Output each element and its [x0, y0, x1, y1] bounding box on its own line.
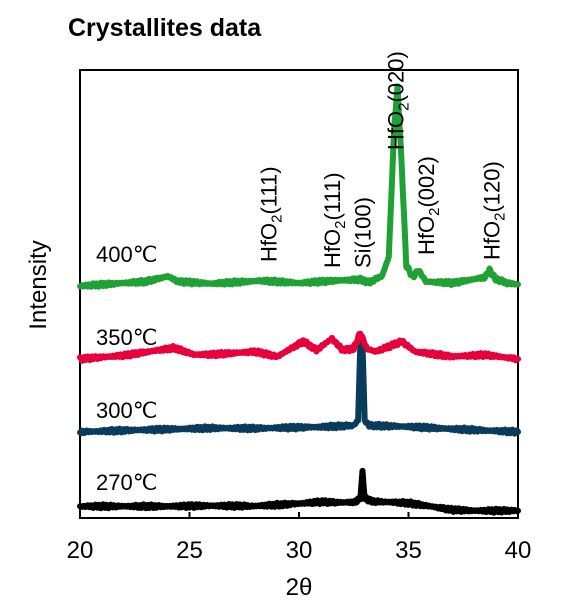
series-label-0: 270℃: [96, 470, 157, 495]
y-axis-label: Intensity: [25, 240, 52, 329]
series-line-2: [77, 330, 521, 364]
peak-annotation-3: HfO2(020): [383, 51, 412, 150]
series-layer: [77, 83, 521, 516]
peak-annotation-2: Si(100): [351, 197, 376, 268]
series-label-2: 350℃: [96, 325, 157, 350]
x-tick-label-4: 40: [505, 537, 532, 564]
x-tick-label-1: 25: [176, 537, 203, 564]
x-axis-label: 2θ: [286, 574, 313, 601]
x-tick-label-0: 20: [67, 537, 94, 564]
peak-annotation-4: HfO2(002): [414, 156, 443, 255]
peak-annotation-1: HfO2(111): [320, 172, 349, 268]
series-label-3: 400℃: [96, 242, 157, 267]
x-axis-ticks: 20 25 30 35 40: [67, 512, 532, 564]
series-line-0: [77, 467, 521, 516]
series-line-3: [77, 83, 521, 290]
x-tick-label-3: 35: [395, 537, 422, 564]
x-tick-label-2: 30: [286, 537, 313, 564]
series-line-1: [77, 340, 521, 437]
chart-title: Crystallites data: [68, 14, 262, 42]
plot-area-frame: [79, 69, 519, 519]
peak-annotation-5: HfO2(120): [480, 161, 509, 260]
series-label-1: 300℃: [96, 398, 157, 423]
peak-annotation-0: HfO2(111): [256, 166, 285, 262]
